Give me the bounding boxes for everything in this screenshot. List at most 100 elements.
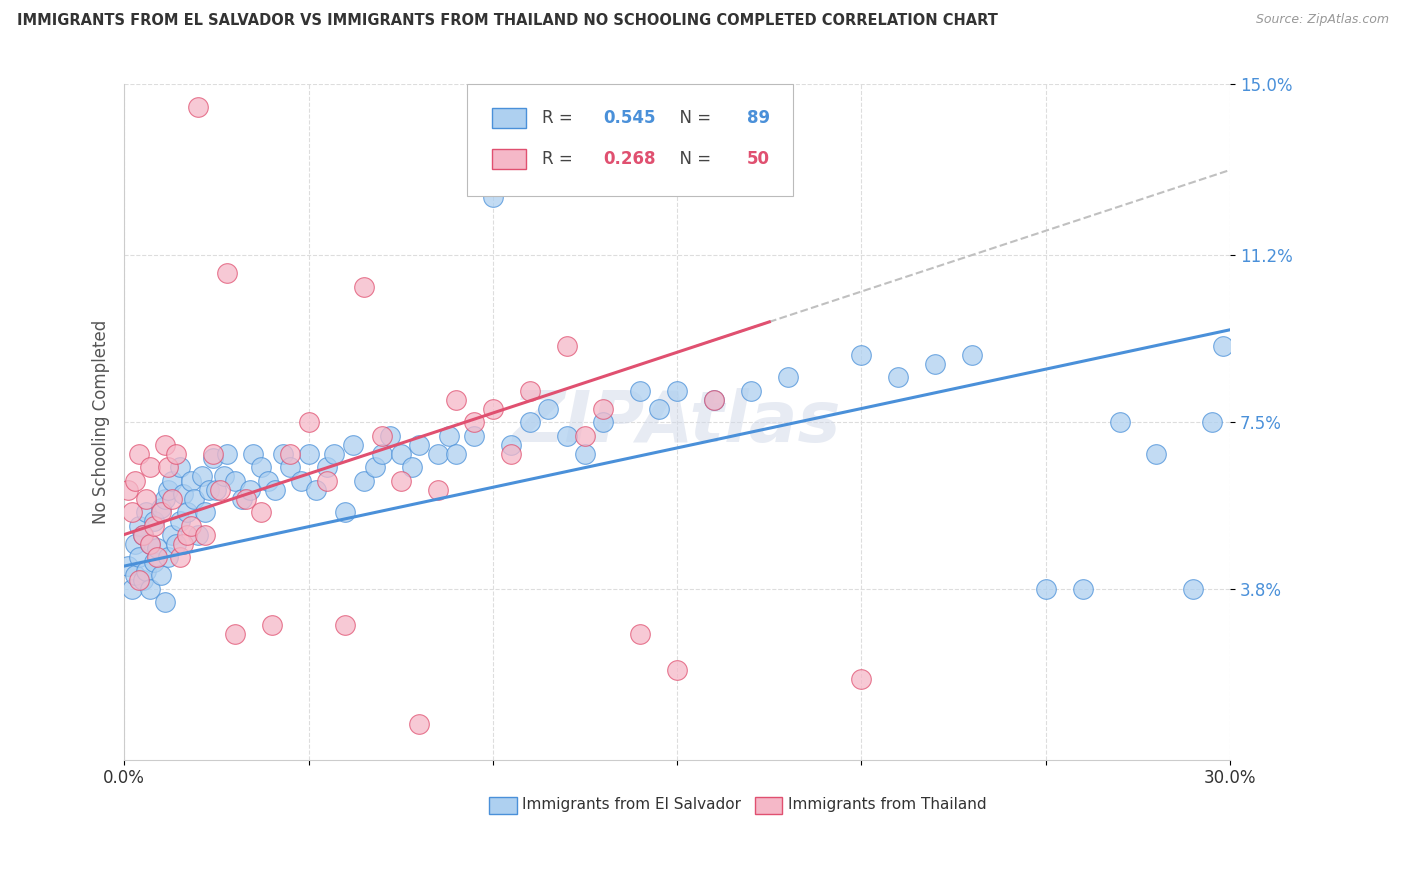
Point [117,483,139,497]
Point [249,460,271,475]
Point [121,582,143,596]
Point [190,469,212,483]
Text: Source: ZipAtlas.com: Source: ZipAtlas.com [1256,13,1389,27]
Point [408,716,430,731]
Point [264,483,287,497]
Point [117,559,139,574]
FancyBboxPatch shape [755,797,782,814]
Point [150,500,173,515]
Point [124,474,146,488]
Point [555,338,578,352]
Point [142,555,165,569]
Point [1144,446,1167,460]
Point [238,483,260,497]
Point [887,370,910,384]
Point [172,536,194,550]
Point [160,527,183,541]
Point [146,550,169,565]
Point [444,392,467,407]
Point [501,446,523,460]
Point [157,550,180,565]
Point [703,392,725,407]
Point [224,626,246,640]
Point [389,446,412,460]
Point [198,483,221,497]
FancyBboxPatch shape [467,85,793,196]
Point [124,568,146,582]
Point [205,483,228,497]
Point [157,483,180,497]
Point [135,505,157,519]
Text: R =: R = [543,150,578,168]
Point [628,626,651,640]
Point [169,550,191,565]
Point [194,527,217,541]
Point [924,357,946,371]
Point [851,347,873,361]
Point [131,527,153,541]
Point [316,474,339,488]
Point [592,415,614,429]
Point [157,460,180,475]
Point [444,446,467,460]
Point [290,474,312,488]
Point [378,428,401,442]
Point [482,401,505,416]
Text: Immigrants from El Salvador: Immigrants from El Salvador [523,797,741,813]
Point [180,474,202,488]
Point [353,474,375,488]
Point [574,446,596,460]
Point [555,428,578,442]
Point [209,483,232,497]
Text: 0.545: 0.545 [603,109,655,128]
Point [135,564,157,578]
Point [1035,582,1057,596]
Point [371,428,394,442]
Point [139,460,162,475]
Point [224,474,246,488]
Point [128,518,150,533]
Text: N =: N = [669,109,717,128]
Point [278,460,301,475]
Point [139,536,162,550]
Point [231,491,253,506]
Point [519,415,541,429]
Point [235,491,257,506]
Text: ZIPAtlas: ZIPAtlas [513,387,841,457]
Point [128,446,150,460]
Point [401,460,423,475]
Point [426,483,449,497]
Point [648,401,671,416]
Point [176,505,198,519]
Point [187,100,209,114]
Point [242,446,264,460]
FancyBboxPatch shape [492,149,526,169]
Point [160,491,183,506]
Text: IMMIGRANTS FROM EL SALVADOR VS IMMIGRANTS FROM THAILAND NO SCHOOLING COMPLETED C: IMMIGRANTS FROM EL SALVADOR VS IMMIGRANT… [17,13,998,29]
Point [371,446,394,460]
Point [297,415,319,429]
Point [160,474,183,488]
Text: N =: N = [669,150,717,168]
Point [482,190,505,204]
Text: Immigrants from Thailand: Immigrants from Thailand [787,797,987,813]
Point [1212,338,1234,352]
Point [1182,582,1205,596]
Text: R =: R = [543,109,578,128]
Point [335,505,357,519]
Point [201,450,224,465]
Point [740,384,762,398]
Point [851,672,873,686]
Point [169,514,191,528]
Point [194,505,217,519]
Point [131,573,153,587]
Point [135,491,157,506]
Point [153,437,176,451]
Point [323,446,346,460]
Point [437,428,460,442]
Point [628,384,651,398]
Point [776,370,799,384]
FancyBboxPatch shape [492,108,526,128]
Point [592,401,614,416]
Point [176,527,198,541]
